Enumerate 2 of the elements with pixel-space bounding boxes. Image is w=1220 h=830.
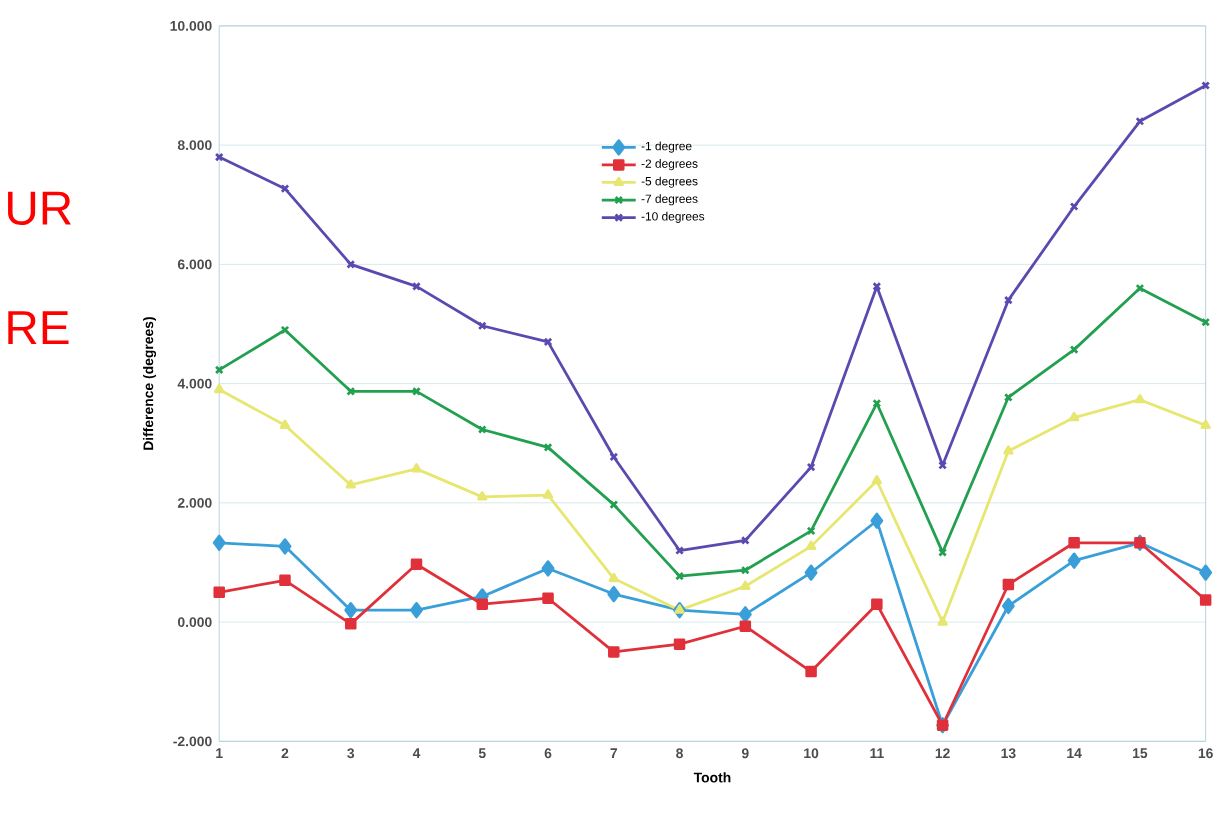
text: UR bbox=[8, 192, 71, 226]
text: RE bbox=[8, 311, 69, 345]
